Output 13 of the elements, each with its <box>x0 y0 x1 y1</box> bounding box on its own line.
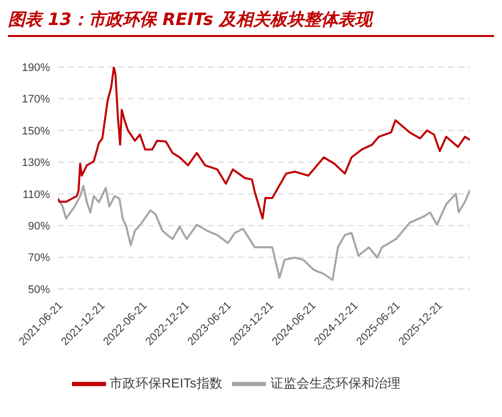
line-series <box>58 67 470 220</box>
y-tick-label: 50% <box>28 284 50 296</box>
chart-title: 图表 13：市政环保 REITs 及相关板块整体表现 <box>8 8 494 37</box>
y-tick-label: 170% <box>22 94 50 106</box>
y-tick-label: 190% <box>22 62 50 74</box>
legend-label: 证监会生态环保和治理 <box>270 375 400 390</box>
y-tick-label: 70% <box>28 252 50 264</box>
y-tick-label: 130% <box>22 157 50 170</box>
line-series <box>58 184 470 281</box>
legend-label: 市政环保REITs指数 <box>110 375 222 390</box>
y-tick-label: 90% <box>28 220 50 232</box>
y-tick-label: 110% <box>22 188 50 201</box>
y-tick-label: 150% <box>22 125 50 138</box>
